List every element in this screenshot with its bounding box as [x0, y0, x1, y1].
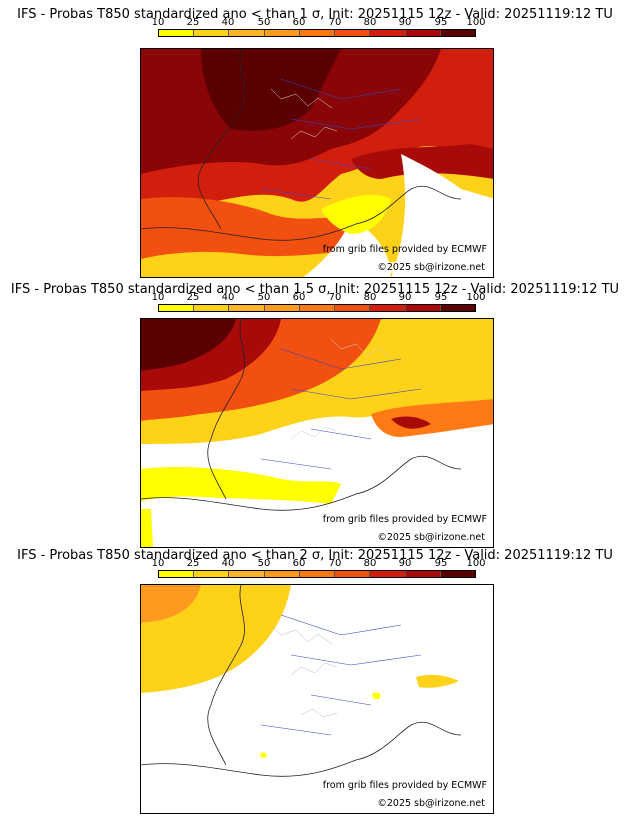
- color-bar-segment: [405, 30, 441, 36]
- color-bar-segment: [159, 30, 195, 36]
- color-bar-segment: [335, 571, 371, 577]
- source-credit: from grib files provided by ECMWF: [322, 780, 487, 791]
- scale-tick: 40: [221, 17, 235, 28]
- probability-map-2: from grib files provided by ECMWF ©2025 …: [140, 318, 494, 548]
- color-bar-segment: [194, 305, 230, 311]
- scale-tick: 25: [186, 558, 200, 569]
- color-scale-3: 10 25 40 50 60 70 80 90 95 100: [152, 558, 486, 580]
- scale-tick: 60: [292, 558, 306, 569]
- scale-tick: 40: [221, 558, 235, 569]
- scale-tick: 40: [221, 292, 235, 303]
- color-scale-2: 10 25 40 50 60 70 80 90 95 100: [152, 292, 486, 314]
- color-bar-segment: [194, 571, 230, 577]
- color-bar-segment: [440, 305, 475, 311]
- color-bar-segment: [299, 30, 336, 36]
- scale-tick: 10: [151, 558, 165, 569]
- color-bar: [158, 29, 476, 37]
- panel-3-title: IFS - Probas T850 standardized ano < tha…: [17, 548, 613, 563]
- scale-tick: 90: [398, 558, 412, 569]
- probability-map-3: from grib files provided by ECMWF ©2025 …: [140, 584, 494, 814]
- scale-tick: 70: [328, 17, 342, 28]
- map-1-graphic: [141, 49, 493, 277]
- scale-tick: 95: [434, 292, 448, 303]
- copyright-credit: ©2025 sb@irizone.net: [375, 262, 487, 273]
- scale-tick: 50: [257, 17, 271, 28]
- scale-tick: 80: [363, 17, 377, 28]
- scale-tick: 100: [466, 558, 486, 569]
- color-bar-segment: [194, 30, 230, 36]
- color-bar-segment: [159, 571, 195, 577]
- color-bar-segment: [440, 571, 475, 577]
- color-scale-1: 10 25 40 50 60 70 80 90 95 100: [152, 17, 486, 39]
- color-bar-segment: [370, 305, 406, 311]
- color-bar: [158, 570, 476, 578]
- color-bar-segment: [159, 305, 195, 311]
- scale-tick: 100: [466, 292, 486, 303]
- color-bar-segment: [229, 305, 265, 311]
- scale-tick: 80: [363, 558, 377, 569]
- color-bar-segment: [299, 571, 336, 577]
- color-bar-segment: [264, 571, 300, 577]
- scale-tick: 90: [398, 17, 412, 28]
- scale-tick: 50: [257, 558, 271, 569]
- scale-tick: 60: [292, 292, 306, 303]
- color-bar-segment: [299, 305, 336, 311]
- color-bar-segment: [229, 30, 265, 36]
- scale-tick: 95: [434, 17, 448, 28]
- scale-tick: 50: [257, 292, 271, 303]
- probability-map-1: from grib files provided by ECMWF ©2025 …: [140, 48, 494, 278]
- color-bar-segment: [405, 571, 441, 577]
- copyright-credit: ©2025 sb@irizone.net: [375, 798, 487, 809]
- scale-tick: 25: [186, 17, 200, 28]
- color-bar-segment: [405, 305, 441, 311]
- map-2-graphic: [141, 319, 493, 547]
- scale-tick: 25: [186, 292, 200, 303]
- scale-tick: 90: [398, 292, 412, 303]
- color-bar-segment: [370, 30, 406, 36]
- panel-2-title: IFS - Probas T850 standardized ano < tha…: [10, 282, 620, 297]
- scale-tick: 10: [151, 17, 165, 28]
- source-credit: from grib files provided by ECMWF: [322, 514, 487, 525]
- color-bar-segment: [335, 305, 371, 311]
- scale-tick: 100: [466, 17, 486, 28]
- color-bar: [158, 304, 476, 312]
- scale-tick: 80: [363, 292, 377, 303]
- scale-tick: 10: [151, 292, 165, 303]
- panel-1-title: IFS - Probas T850 standardized ano < tha…: [17, 7, 613, 22]
- scale-tick: 95: [434, 558, 448, 569]
- color-bar-segment: [440, 30, 475, 36]
- color-bar-segment: [335, 30, 371, 36]
- color-bar-segment: [229, 571, 265, 577]
- source-credit: from grib files provided by ECMWF: [322, 244, 487, 255]
- color-bar-segment: [370, 571, 406, 577]
- scale-tick: 60: [292, 17, 306, 28]
- copyright-credit: ©2025 sb@irizone.net: [375, 532, 487, 543]
- color-bar-segment: [264, 30, 300, 36]
- map-3-graphic: [141, 585, 493, 813]
- scale-tick: 70: [328, 558, 342, 569]
- scale-tick: 70: [328, 292, 342, 303]
- color-bar-segment: [264, 305, 300, 311]
